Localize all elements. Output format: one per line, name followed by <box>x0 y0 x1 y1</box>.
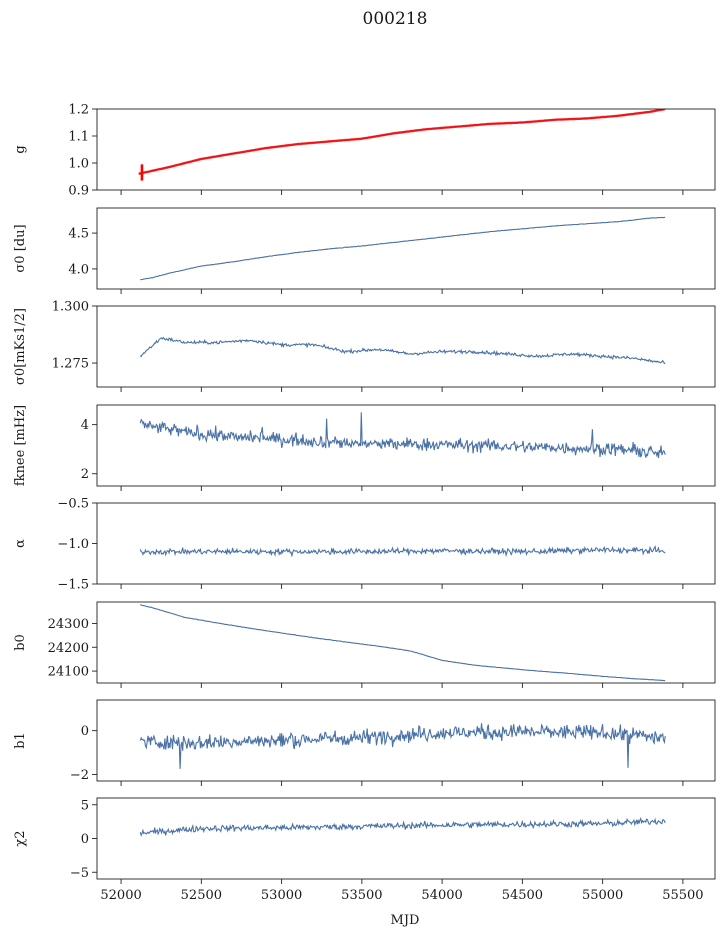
x-tick-label: 53500 <box>341 888 382 903</box>
x-tick-label: 55500 <box>662 888 703 903</box>
subplot-sigma0-du: 4.0 4.5 σ0 [du] <box>13 207 716 294</box>
y-tick-label-alpha: −1.5 <box>57 578 89 593</box>
subplot-chi2: −5 0 5 52000 52500 53000 53500 54000 54500 55000 5… <box>13 797 716 903</box>
series-line-alpha <box>139 545 666 558</box>
y-axis-label-chi2: χ2 <box>13 830 28 846</box>
x-tick-label: 55000 <box>582 888 623 903</box>
axes-frame-fknee <box>96 404 716 487</box>
y-tick-label-b1: 0 <box>81 724 89 739</box>
x-tick-label: 53000 <box>261 888 302 903</box>
y-tick-label-fknee: 4 <box>81 418 89 433</box>
axes-frame-alpha <box>96 502 716 585</box>
y-tick-label-b1: −2 <box>70 768 89 783</box>
y-axis-label-sigma0-du: σ0 [du] <box>13 224 28 272</box>
y-axis-label-sigma0-mks: σ0[mKs1/2] <box>13 308 28 385</box>
y-axis-label-fknee: fknee [mHz] <box>13 405 28 486</box>
figure-title: 000218 <box>363 9 428 29</box>
y-tick-label-b0: 24300 <box>48 617 89 632</box>
y-tick-label-chi2: −5 <box>70 866 89 881</box>
y-tick-label-b0: 24100 <box>48 665 89 680</box>
subplot-b0: 24100 24200 24300 b0 <box>13 601 716 688</box>
axes-frame-b0 <box>96 601 716 684</box>
y-tick-label-fknee: 2 <box>81 467 89 482</box>
axes-frame-chi2 <box>96 797 716 880</box>
x-tick-label: 54500 <box>502 888 543 903</box>
series-line-sigma0-du <box>140 216 666 281</box>
axes-frame-sigma0-du <box>96 207 716 290</box>
y-axis-label-b1: b1 <box>13 732 28 749</box>
x-tick-label: 54000 <box>421 888 462 903</box>
x-tick-label: 52500 <box>181 888 222 903</box>
series-line-fknee <box>139 412 666 458</box>
series-line-sigma0-mks <box>139 336 666 364</box>
x-tick-label: 52000 <box>100 888 141 903</box>
y-tick-label-g: 0.9 <box>68 184 89 199</box>
y-tick-label-g: 1.1 <box>68 130 89 145</box>
subplot-stack: 0.9 1.0 1.1 1.2 g 4.0 4.5 σ0 [du] 1.275 1.300 σ0[m… <box>13 103 716 903</box>
y-tick-label-g: 1.0 <box>68 157 89 172</box>
y-tick-label-alpha: −1.0 <box>57 537 89 552</box>
axes-frame-g <box>96 108 716 191</box>
series-line-chi2 <box>139 816 666 837</box>
y-tick-label-sigma0-du: 4.0 <box>68 262 89 277</box>
series-line-b1 <box>139 723 666 769</box>
y-tick-label-chi2: 0 <box>81 832 89 847</box>
y-tick-label-chi2: 5 <box>81 798 89 813</box>
y-tick-label-b0: 24200 <box>48 641 89 656</box>
subplot-fknee: 2 4 fknee [mHz] <box>13 404 716 491</box>
subplot-sigma0-mks: 1.275 1.300 σ0[mKs1/2] <box>13 300 716 392</box>
axes-frame-sigma0-mks <box>96 305 716 388</box>
subplot-g: 0.9 1.0 1.1 1.2 g <box>13 103 716 199</box>
model-line-g <box>138 109 666 175</box>
x-axis-label: MJD <box>391 913 420 928</box>
axes-frame-b1 <box>96 699 716 782</box>
subplot-b1: −2 0 b1 <box>13 699 716 786</box>
y-tick-label-sigma0-mks: 1.300 <box>52 300 89 315</box>
y-tick-label-sigma0-mks: 1.275 <box>52 357 89 372</box>
y-axis-label-g: g <box>13 145 28 153</box>
y-tick-label-alpha: −0.5 <box>57 497 89 512</box>
y-tick-label-g: 1.2 <box>68 103 89 118</box>
y-axis-label-alpha: α <box>13 539 28 548</box>
subplot-alpha: −1.5 −1.0 −0.5 α <box>13 497 716 593</box>
y-axis-label-b0: b0 <box>13 634 28 651</box>
series-line-b0 <box>140 604 666 682</box>
y-tick-label-sigma0-du: 4.5 <box>68 227 89 242</box>
